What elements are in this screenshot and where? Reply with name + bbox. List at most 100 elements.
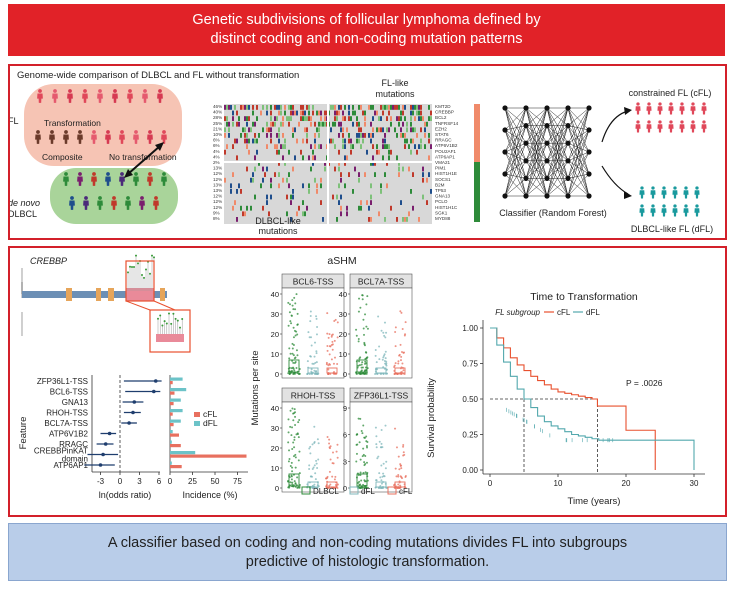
fl-patient-icon xyxy=(52,89,58,103)
incidence-legend-dfl: dFL xyxy=(203,418,218,428)
dlbcl-patient-icon xyxy=(133,172,139,186)
incidence-bar-cfl xyxy=(170,465,182,469)
heatmap-gene-label: RRAGC xyxy=(435,138,452,143)
cfl-patient-icon xyxy=(679,120,685,133)
cfl-patient-icon xyxy=(701,120,707,133)
dlbcl-patient-icon xyxy=(77,172,83,186)
heatmap-percentage: 4% xyxy=(213,154,220,159)
conclusion-banner: A classifier based on coding and non-cod… xyxy=(8,523,727,581)
incidence-bar-dfl xyxy=(170,377,183,381)
incidence-x-tick: 25 xyxy=(188,477,197,486)
forest-ylabel: Feature xyxy=(18,417,29,450)
forest-point xyxy=(132,400,137,404)
heatmap-percentage: 25% xyxy=(213,121,222,126)
ashm-legend-label: dFL xyxy=(361,487,375,496)
cfl-patient-icon xyxy=(635,120,641,133)
cfl-label: constrained FL (cFL) xyxy=(629,88,712,98)
heatmap-percentage: 13% xyxy=(213,166,222,171)
survival-x-tick: 20 xyxy=(622,479,631,488)
heatmap-gene-label: SGK1 xyxy=(435,210,448,215)
incidence-bar-cfl xyxy=(170,444,181,448)
heatmap-percentage: 28% xyxy=(213,115,222,120)
cfl-patient-icon xyxy=(657,120,663,133)
incidence-x-tick: 75 xyxy=(233,477,242,486)
ashm-y-tick: 10 xyxy=(271,350,279,359)
incidence-bar-dfl xyxy=(170,398,181,402)
ashm-y-tick: 20 xyxy=(339,330,347,339)
incidence-bar-cfl xyxy=(170,433,179,437)
crebbp-protein-bar xyxy=(22,291,167,298)
fl-patient-icon xyxy=(127,89,133,103)
comparison-arrow xyxy=(124,142,164,178)
ashm-legend-label: DLBCL xyxy=(313,487,339,496)
dlbcl-patient-icon xyxy=(105,172,111,186)
survival-x-tick: 30 xyxy=(690,479,699,488)
heatmap-percentage: 12% xyxy=(213,205,222,210)
fl-patient-icon xyxy=(37,89,43,103)
dfl-patient-icon xyxy=(650,204,656,217)
forest-feature-label: ATP6AP1 xyxy=(53,461,88,470)
incidence-bar-cfl xyxy=(170,412,173,416)
survival-curve-dfl xyxy=(490,327,695,470)
cfl-people-group xyxy=(635,102,707,133)
fl-patient-icon xyxy=(97,89,103,103)
heatmap-percentage: 12% xyxy=(213,199,222,204)
dfl-patient-icon xyxy=(672,186,678,199)
cfl-patient-icon xyxy=(690,120,696,133)
incidence-bar-cfl xyxy=(170,454,247,458)
dfl-patient-icon xyxy=(683,204,689,217)
survival-curve-cfl xyxy=(490,327,656,470)
ashm-panel-title: BCL6-TSS xyxy=(293,277,334,287)
heatmap-percentage: 40% xyxy=(213,110,222,115)
fl-patient-icon xyxy=(133,130,139,144)
heatmap-percentage: 13% xyxy=(213,188,222,193)
ashm-y-tick: 20 xyxy=(271,444,279,453)
fl-like-title-2: mutations xyxy=(375,89,415,99)
genome-comparison-figure: Genome-wide comparison of DLBCL and FL w… xyxy=(8,70,713,236)
survival-y-tick: 0.00 xyxy=(462,466,478,475)
heatmap-gene-label: GNA13 xyxy=(435,194,451,199)
forest-x-tick: 3 xyxy=(137,477,142,486)
forest-point xyxy=(153,379,158,383)
heatmap-gene-label: STAT6 xyxy=(435,132,449,137)
incidence-xlabel: Incidence (%) xyxy=(182,490,237,500)
ashm-y-tick: 30 xyxy=(271,310,279,319)
fl-patient-icon xyxy=(157,89,163,103)
cfl-patient-icon xyxy=(635,102,641,115)
heatmap-gene-label: HIST1H1C xyxy=(435,205,458,210)
survival-legend-title: FL subgroup xyxy=(495,308,540,317)
survival-xlabel: Time (years) xyxy=(568,496,621,507)
ashm-y-tick: 0 xyxy=(343,370,347,379)
conclusion-line-2: predictive of histologic transformation. xyxy=(245,554,490,570)
forest-feature-label: BCL7A-TSS xyxy=(44,419,88,428)
heatmap-percentage: 4% xyxy=(213,149,220,154)
top-panel-heading: Genome-wide comparison of DLBCL and FL w… xyxy=(17,70,299,81)
heatmap-percentage: 8% xyxy=(213,216,220,221)
ashm-y-tick: 30 xyxy=(339,310,347,319)
ashm-legend-label: cFL xyxy=(399,487,413,496)
fl-patient-icon xyxy=(105,130,111,144)
forest-point xyxy=(107,431,112,436)
dlbcl-label-de-novo: de novo xyxy=(10,198,40,208)
ashm-panel: ZFP36L1-TSS 0 3 6 9 xyxy=(343,387,413,493)
heatmap-percentage: 6% xyxy=(213,138,220,143)
ashm-y-tick: 40 xyxy=(339,290,347,299)
ashm-y-tick: 10 xyxy=(271,464,279,473)
heatmap-gene-label: SOCS1 xyxy=(435,177,451,182)
heatmap-gene-label: BCL2 xyxy=(435,115,447,120)
cfl-patient-icon xyxy=(668,120,674,133)
forest-xlabel: ln(odds ratio) xyxy=(99,490,152,500)
dlbcl-like-title-2: mutations xyxy=(258,226,298,236)
fl-like-title-1: FL-like xyxy=(381,78,408,88)
forest-point xyxy=(103,442,108,446)
fl-patient-icon xyxy=(91,130,97,144)
dlbcl-patient-icon xyxy=(69,196,75,210)
survival-x-tick: 0 xyxy=(488,479,493,488)
forest-feature-label: ATP6V1B2 xyxy=(49,430,89,439)
ashm-legend: DLBCL dFL cFL xyxy=(301,486,413,496)
ashm-panel: BCL6-TSS 0 10 20 30 40 xyxy=(271,273,345,379)
conclusion-line-1: A classifier based on coding and non-cod… xyxy=(107,535,628,551)
dlbcl-patient-icon xyxy=(119,172,125,186)
heatmap-percentage: 9% xyxy=(213,210,220,215)
